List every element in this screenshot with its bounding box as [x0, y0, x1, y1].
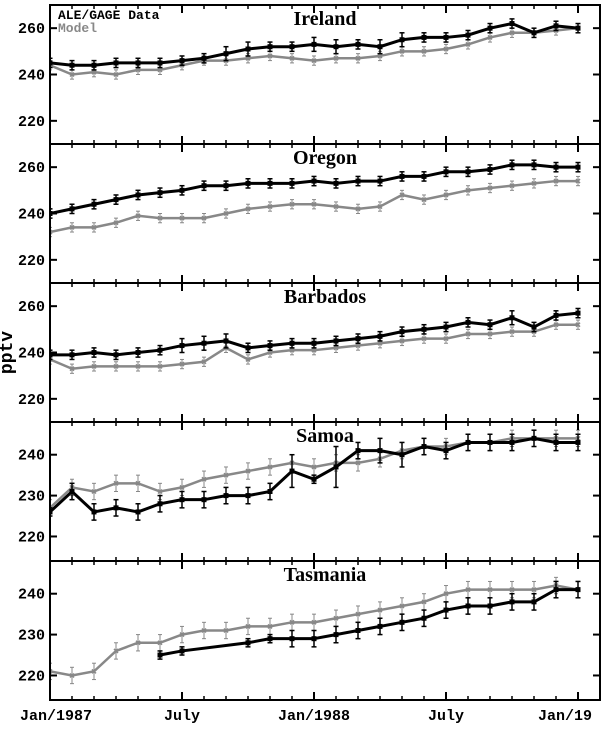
svg-text:220: 220: [18, 114, 45, 131]
svg-text:220: 220: [18, 392, 45, 409]
svg-text:260: 260: [18, 160, 45, 177]
x-tick-label: Jan/1987: [20, 708, 92, 725]
svg-text:240: 240: [18, 346, 45, 363]
svg-text:230: 230: [18, 489, 45, 506]
x-tick-label: July: [428, 708, 464, 725]
svg-text:220: 220: [18, 668, 45, 685]
multi-panel-chart: 220 240 260 Ireland 220 240 260 Oregon 220 240 260…: [0, 0, 615, 732]
svg-text:220: 220: [18, 253, 45, 270]
svg-text:260: 260: [18, 21, 45, 38]
svg-text:240: 240: [18, 587, 45, 604]
svg-text:230: 230: [18, 628, 45, 645]
svg-text:240: 240: [18, 448, 45, 465]
svg-text:Model: Model: [58, 21, 97, 36]
x-tick-label: Jan/1988: [278, 708, 350, 725]
svg-text:240: 240: [18, 207, 45, 224]
svg-text:240: 240: [18, 68, 45, 85]
y-axis-label: pptv: [0, 331, 18, 374]
panel-title: Ireland: [294, 8, 357, 30]
panel-title: Samoa: [296, 425, 354, 447]
svg-text:260: 260: [18, 299, 45, 316]
panel-title: Tasmania: [284, 564, 367, 586]
x-tick-label: Jan/19: [538, 708, 592, 725]
panel-title: Oregon: [293, 147, 357, 169]
x-tick-label: July: [164, 708, 200, 725]
svg-text:220: 220: [18, 529, 45, 546]
panel-title: Barbados: [284, 286, 366, 308]
